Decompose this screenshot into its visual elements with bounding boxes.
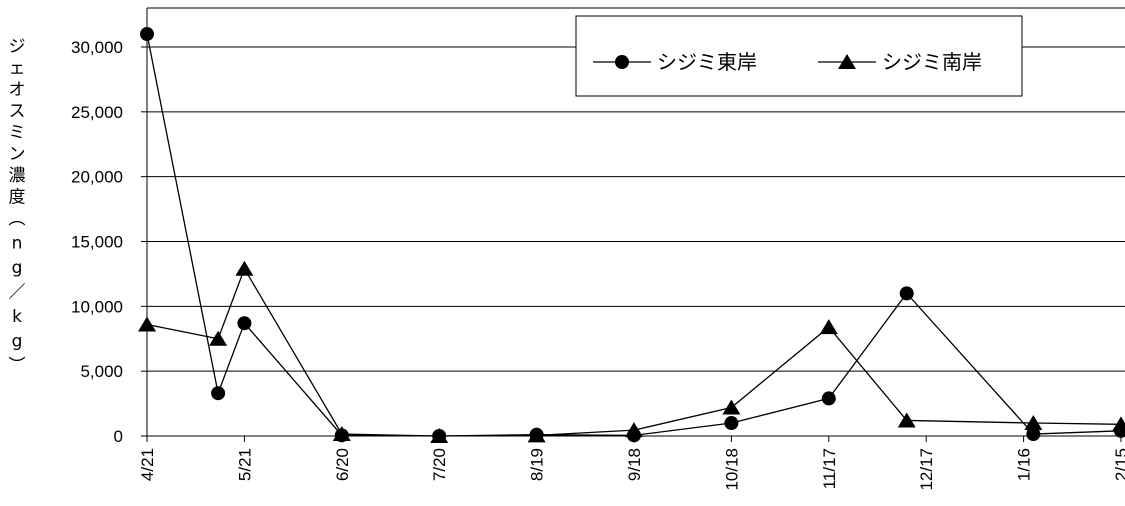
- y-tick-label: 0: [114, 427, 123, 446]
- data-point-circle: [899, 286, 914, 301]
- data-point-triangle: [625, 422, 643, 438]
- series-line: [146, 33, 1122, 437]
- data-point-triangle: [1024, 415, 1043, 431]
- x-tick-label: 7/20: [430, 448, 449, 481]
- y-label-char: ミ: [9, 123, 26, 143]
- data-point-circle: [211, 386, 226, 401]
- series: [138, 27, 1125, 443]
- legend: シジミ東岸 シジミ南岸: [575, 15, 1023, 97]
- legend-marker-triangle: [838, 54, 856, 69]
- x-tick-label: 12/17: [917, 448, 936, 491]
- legend-marker-circle: [615, 55, 629, 69]
- x-tick-label: 1/16: [1015, 448, 1034, 481]
- y-tick-label: 5,000: [80, 362, 123, 381]
- y-label-char: ス: [9, 102, 26, 122]
- y-label-char: k: [12, 307, 22, 327]
- series-line: [146, 267, 1122, 437]
- data-point-triangle: [897, 412, 916, 428]
- y-label-char: オ: [9, 80, 26, 100]
- y-label-char: ジ: [9, 37, 26, 57]
- y-tick-label: 25,000: [71, 103, 123, 122]
- data-point-triangle: [430, 428, 449, 443]
- y-tick-label: 20,000: [71, 168, 123, 187]
- data-point-triangle: [722, 399, 741, 415]
- y-tick-label: 10,000: [71, 297, 123, 316]
- data-point-triangle: [819, 319, 838, 335]
- legend-label: シジミ東岸: [657, 50, 757, 74]
- y-label-char: ︵: [9, 209, 26, 229]
- data-point-triangle: [332, 426, 351, 442]
- data-point-circle: [724, 416, 739, 431]
- y-tick-label: 15,000: [71, 233, 123, 252]
- y-label-char: g: [12, 258, 23, 278]
- y-label-char: n: [12, 234, 23, 254]
- x-tick-label: 11/17: [820, 448, 839, 489]
- y-label-char: ェ: [9, 59, 26, 79]
- data-point-circle: [237, 316, 252, 331]
- data-point-triangle: [138, 316, 156, 332]
- x-tick-label: 9/18: [625, 448, 644, 481]
- data-point-triangle: [235, 260, 254, 276]
- data-point-triangle: [209, 330, 228, 346]
- y-label-char: ン: [9, 145, 26, 165]
- data-point-circle: [821, 391, 836, 406]
- x-tick-label: 2/15: [1112, 448, 1125, 481]
- y-label-char: ︶: [9, 356, 26, 376]
- y-label-char: g: [12, 332, 23, 352]
- x-tick-label: 5/21: [235, 448, 254, 481]
- data-point-triangle: [527, 427, 546, 443]
- y-tick-labels: 0 5,000 10,000 15,000 20,000 25,000 30,000: [71, 38, 123, 446]
- data-point-circle: [1026, 427, 1041, 442]
- x-tick-labels: 4/21 5/21 6/20 7/20 8/19 9/18 10/18 11/17 12/17 1…: [138, 448, 1125, 491]
- x-tick-label: 10/18: [722, 448, 741, 491]
- x-tick-label: 8/19: [528, 448, 547, 481]
- y-tick-label: 30,000: [71, 38, 123, 57]
- data-point-circle: [140, 27, 154, 42]
- data-point-triangle: [1112, 416, 1125, 432]
- y-label-char: 濃: [9, 166, 26, 186]
- x-tick-label: 6/20: [333, 448, 352, 481]
- y-label-char: ／: [9, 283, 26, 303]
- gridlines: [147, 7, 1125, 372]
- y-label-char: 度: [9, 188, 26, 208]
- legend-box: [575, 15, 1023, 97]
- legend-label: シジミ南岸: [882, 50, 982, 74]
- x-tick-label: 4/21: [138, 448, 157, 481]
